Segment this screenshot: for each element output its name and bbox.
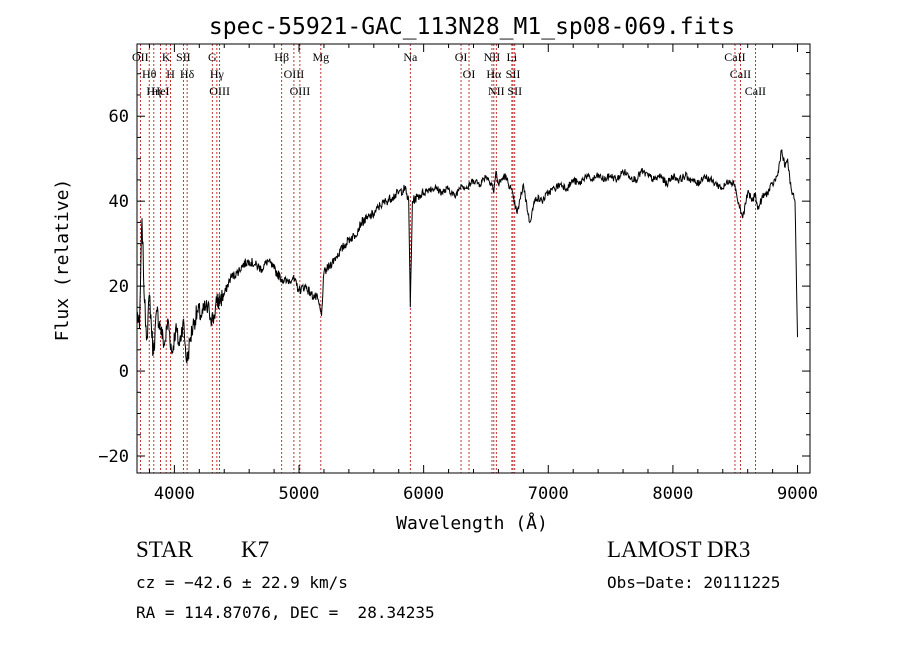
- line-label: Na: [403, 50, 418, 64]
- y-tick-label: −20: [98, 447, 129, 467]
- line-label: SII: [507, 84, 522, 98]
- y-axis-label: Flux (relative): [52, 179, 73, 342]
- line-label: Hβ: [274, 50, 289, 64]
- line-label: OI: [463, 67, 476, 81]
- x-tick-label: 8000: [652, 484, 693, 504]
- line-label: Hα: [486, 67, 502, 81]
- line-label: Hθ: [142, 67, 157, 81]
- line-label: Mg: [312, 50, 329, 64]
- line-label: CaII: [745, 84, 766, 98]
- line-label: OIII: [290, 84, 311, 98]
- line-label: OI: [455, 50, 468, 64]
- object-subclass: K7: [241, 537, 270, 562]
- plot-frame: [136, 43, 811, 474]
- line-label: Hδ: [180, 67, 195, 81]
- y-tick-label: 40: [109, 192, 129, 212]
- line-label: SII: [176, 50, 191, 64]
- chart-title: spec-55921-GAC_113N28_M1_sp08-069.fits: [209, 14, 735, 40]
- observation-date: Obs−Date: 20111225: [607, 573, 781, 592]
- x-tick-label: 5000: [279, 484, 320, 504]
- x-tick-label: 7000: [528, 484, 569, 504]
- y-tick-label: 0: [119, 362, 129, 382]
- line-label: OIII: [209, 84, 230, 98]
- line-label: OIII: [284, 67, 305, 81]
- line-label: Li: [507, 50, 518, 64]
- line-label: NII: [488, 84, 505, 98]
- spectrum-line: [136, 149, 798, 365]
- redshift-velocity: cz = −42.6 ± 22.9 km/s: [136, 573, 348, 592]
- line-label: NII: [484, 50, 501, 64]
- x-tick-label: 4000: [154, 484, 195, 504]
- survey-name: LAMOST DR3: [607, 537, 751, 562]
- y-tick-label: 20: [109, 277, 129, 297]
- emission-line-markers: [139, 44, 756, 473]
- line-label: CaII: [730, 67, 751, 81]
- line-label: HeI: [152, 84, 170, 98]
- line-label: CaII: [724, 50, 745, 64]
- x-axis-label: Wavelength (Å): [396, 512, 548, 534]
- sky-coordinates: RA = 114.87076, DEC = 28.34235: [136, 603, 435, 622]
- line-label: G: [208, 50, 217, 64]
- y-axis-ticks: −20 0 20 40 60: [98, 51, 810, 467]
- x-axis-ticks: 4000 5000 6000 7000 8000 9000: [148, 44, 818, 504]
- line-label: H: [166, 67, 175, 81]
- line-label: OII: [132, 50, 149, 64]
- y-tick-label: 60: [109, 107, 129, 127]
- x-tick-label: 6000: [403, 484, 444, 504]
- line-label: Hγ: [210, 67, 225, 81]
- line-label: SII: [506, 67, 521, 81]
- line-label: Hη: [146, 84, 161, 98]
- x-tick-label: 9000: [777, 484, 818, 504]
- line-label: K: [162, 50, 171, 64]
- object-class: STAR: [136, 537, 193, 562]
- spectrum-series: [136, 149, 798, 365]
